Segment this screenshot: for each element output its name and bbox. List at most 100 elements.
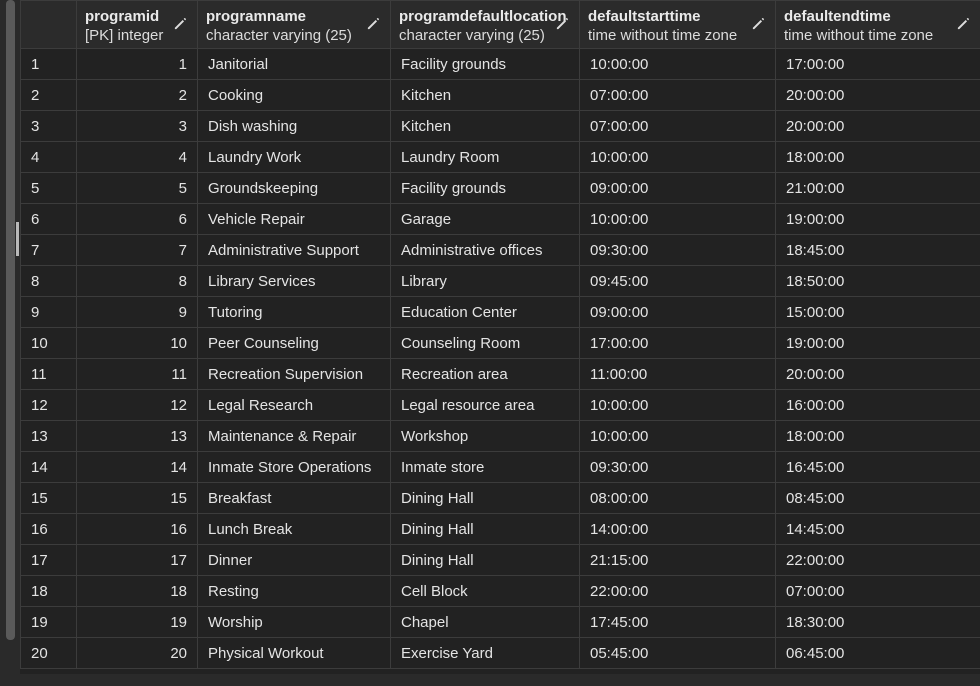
- table-row[interactable]: 17 17 Dinner Dining Hall 21:15:00 22:00:00: [20, 544, 980, 576]
- row-number-cell[interactable]: 1: [20, 48, 77, 80]
- row-number-cell[interactable]: 15: [20, 482, 77, 514]
- table-row[interactable]: 11 11 Recreation Supervision Recreation are…: [20, 358, 980, 390]
- programname-cell[interactable]: Administrative Support: [197, 234, 391, 266]
- programname-cell[interactable]: Tutoring: [197, 296, 391, 328]
- starttime-cell[interactable]: 07:00:00: [579, 110, 776, 142]
- programid-cell[interactable]: 20: [76, 637, 198, 669]
- endtime-cell[interactable]: 18:30:00: [775, 606, 980, 638]
- row-number-cell[interactable]: 11: [20, 358, 77, 390]
- location-cell[interactable]: Facility grounds: [390, 48, 580, 80]
- programname-cell[interactable]: Inmate Store Operations: [197, 451, 391, 483]
- programid-cell[interactable]: 17: [76, 544, 198, 576]
- location-cell[interactable]: Workshop: [390, 420, 580, 452]
- starttime-cell[interactable]: 09:00:00: [579, 172, 776, 204]
- row-number-cell[interactable]: 7: [20, 234, 77, 266]
- location-cell[interactable]: Library: [390, 265, 580, 297]
- location-cell[interactable]: Recreation area: [390, 358, 580, 390]
- endtime-cell[interactable]: 19:00:00: [775, 203, 980, 235]
- programname-cell[interactable]: Library Services: [197, 265, 391, 297]
- starttime-cell[interactable]: 21:15:00: [579, 544, 776, 576]
- location-cell[interactable]: Legal resource area: [390, 389, 580, 421]
- location-cell[interactable]: Counseling Room: [390, 327, 580, 359]
- table-row[interactable]: 20 20 Physical Workout Exercise Yard 05:45:0…: [20, 637, 980, 669]
- table-row[interactable]: 19 19 Worship Chapel 17:45:00 18:30:00: [20, 606, 980, 638]
- programid-cell[interactable]: 15: [76, 482, 198, 514]
- starttime-cell[interactable]: 10:00:00: [579, 389, 776, 421]
- programname-cell[interactable]: Maintenance & Repair: [197, 420, 391, 452]
- programname-cell[interactable]: Physical Workout: [197, 637, 391, 669]
- endtime-cell[interactable]: 17:00:00: [775, 48, 980, 80]
- starttime-cell[interactable]: 05:45:00: [579, 637, 776, 669]
- starttime-cell[interactable]: 09:30:00: [579, 234, 776, 266]
- endtime-cell[interactable]: 16:45:00: [775, 451, 980, 483]
- row-number-cell[interactable]: 18: [20, 575, 77, 607]
- programname-cell[interactable]: Dish washing: [197, 110, 391, 142]
- starttime-cell[interactable]: 10:00:00: [579, 48, 776, 80]
- location-cell[interactable]: Laundry Room: [390, 141, 580, 173]
- row-number-cell[interactable]: 9: [20, 296, 77, 328]
- programid-cell[interactable]: 14: [76, 451, 198, 483]
- programid-cell[interactable]: 5: [76, 172, 198, 204]
- programname-cell[interactable]: Recreation Supervision: [197, 358, 391, 390]
- programname-cell[interactable]: Lunch Break: [197, 513, 391, 545]
- programid-cell[interactable]: 3: [76, 110, 198, 142]
- endtime-cell[interactable]: 18:45:00: [775, 234, 980, 266]
- starttime-cell[interactable]: 09:30:00: [579, 451, 776, 483]
- column-header-programname[interactable]: programname character varying (25): [197, 0, 391, 49]
- starttime-cell[interactable]: 17:00:00: [579, 327, 776, 359]
- row-number-cell[interactable]: 12: [20, 389, 77, 421]
- programid-cell[interactable]: 18: [76, 575, 198, 607]
- location-cell[interactable]: Facility grounds: [390, 172, 580, 204]
- location-cell[interactable]: Exercise Yard: [390, 637, 580, 669]
- endtime-cell[interactable]: 08:45:00: [775, 482, 980, 514]
- programid-cell[interactable]: 10: [76, 327, 198, 359]
- starttime-cell[interactable]: 10:00:00: [579, 141, 776, 173]
- row-number-cell[interactable]: 19: [20, 606, 77, 638]
- row-number-cell[interactable]: 13: [20, 420, 77, 452]
- location-cell[interactable]: Kitchen: [390, 79, 580, 111]
- programname-cell[interactable]: Dinner: [197, 544, 391, 576]
- row-number-cell[interactable]: 2: [20, 79, 77, 111]
- starttime-cell[interactable]: 10:00:00: [579, 420, 776, 452]
- table-row[interactable]: 8 8 Library Services Library 09:45:00 18:50:0…: [20, 265, 980, 297]
- row-number-cell[interactable]: 20: [20, 637, 77, 669]
- programid-cell[interactable]: 1: [76, 48, 198, 80]
- endtime-cell[interactable]: 20:00:00: [775, 358, 980, 390]
- table-row[interactable]: 16 16 Lunch Break Dining Hall 14:00:00 14:45:…: [20, 513, 980, 545]
- endtime-cell[interactable]: 19:00:00: [775, 327, 980, 359]
- endtime-cell[interactable]: 18:00:00: [775, 420, 980, 452]
- row-number-cell[interactable]: 17: [20, 544, 77, 576]
- table-row[interactable]: 9 9 Tutoring Education Center 09:00:00 15:00:…: [20, 296, 980, 328]
- endtime-cell[interactable]: 18:50:00: [775, 265, 980, 297]
- row-number-header[interactable]: [20, 0, 77, 49]
- programname-cell[interactable]: Peer Counseling: [197, 327, 391, 359]
- column-header-programid[interactable]: programid [PK] integer: [76, 0, 198, 49]
- location-cell[interactable]: Cell Block: [390, 575, 580, 607]
- programid-cell[interactable]: 8: [76, 265, 198, 297]
- horizontal-scroll-area[interactable]: [20, 674, 980, 686]
- row-number-cell[interactable]: 6: [20, 203, 77, 235]
- table-row[interactable]: 7 7 Administrative Support Administrative o…: [20, 234, 980, 266]
- programname-cell[interactable]: Breakfast: [197, 482, 391, 514]
- starttime-cell[interactable]: 09:45:00: [579, 265, 776, 297]
- location-cell[interactable]: Kitchen: [390, 110, 580, 142]
- programid-cell[interactable]: 9: [76, 296, 198, 328]
- starttime-cell[interactable]: 11:00:00: [579, 358, 776, 390]
- pencil-icon[interactable]: [555, 16, 570, 31]
- row-number-cell[interactable]: 4: [20, 141, 77, 173]
- row-number-cell[interactable]: 10: [20, 327, 77, 359]
- programid-cell[interactable]: 13: [76, 420, 198, 452]
- location-cell[interactable]: Dining Hall: [390, 482, 580, 514]
- table-row[interactable]: 4 4 Laundry Work Laundry Room 10:00:00 18:00:…: [20, 141, 980, 173]
- table-row[interactable]: 6 6 Vehicle Repair Garage 10:00:00 19:00:00: [20, 203, 980, 235]
- starttime-cell[interactable]: 10:00:00: [579, 203, 776, 235]
- endtime-cell[interactable]: 20:00:00: [775, 110, 980, 142]
- table-row[interactable]: 15 15 Breakfast Dining Hall 08:00:00 08:45:00: [20, 482, 980, 514]
- endtime-cell[interactable]: 07:00:00: [775, 575, 980, 607]
- column-header-defaultstarttime[interactable]: defaultstarttime time without time zone: [579, 0, 776, 49]
- endtime-cell[interactable]: 21:00:00: [775, 172, 980, 204]
- pencil-icon[interactable]: [956, 16, 971, 31]
- column-header-defaultendtime[interactable]: defaultendtime time without time zone: [775, 0, 980, 49]
- location-cell[interactable]: Dining Hall: [390, 513, 580, 545]
- programid-cell[interactable]: 11: [76, 358, 198, 390]
